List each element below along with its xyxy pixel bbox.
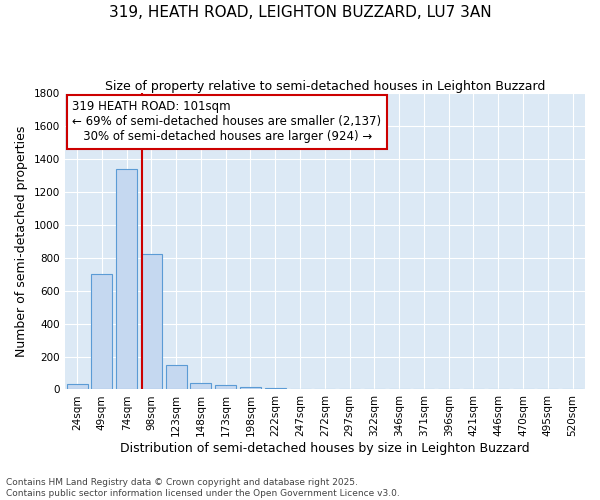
- Y-axis label: Number of semi-detached properties: Number of semi-detached properties: [15, 126, 28, 357]
- Title: Size of property relative to semi-detached houses in Leighton Buzzard: Size of property relative to semi-detach…: [104, 80, 545, 93]
- X-axis label: Distribution of semi-detached houses by size in Leighton Buzzard: Distribution of semi-detached houses by …: [120, 442, 530, 455]
- Bar: [67, 384, 88, 390]
- Text: Contains HM Land Registry data © Crown copyright and database right 2025.
Contai: Contains HM Land Registry data © Crown c…: [6, 478, 400, 498]
- Bar: [240, 387, 261, 390]
- Bar: [190, 383, 211, 390]
- Text: 319 HEATH ROAD: 101sqm
← 69% of semi-detached houses are smaller (2,137)
   30% : 319 HEATH ROAD: 101sqm ← 69% of semi-det…: [73, 100, 382, 144]
- Bar: [141, 254, 162, 390]
- Bar: [116, 169, 137, 390]
- Bar: [265, 388, 286, 390]
- Bar: [166, 365, 187, 390]
- Bar: [215, 386, 236, 390]
- Text: 319, HEATH ROAD, LEIGHTON BUZZARD, LU7 3AN: 319, HEATH ROAD, LEIGHTON BUZZARD, LU7 3…: [109, 5, 491, 20]
- Bar: [91, 274, 112, 390]
